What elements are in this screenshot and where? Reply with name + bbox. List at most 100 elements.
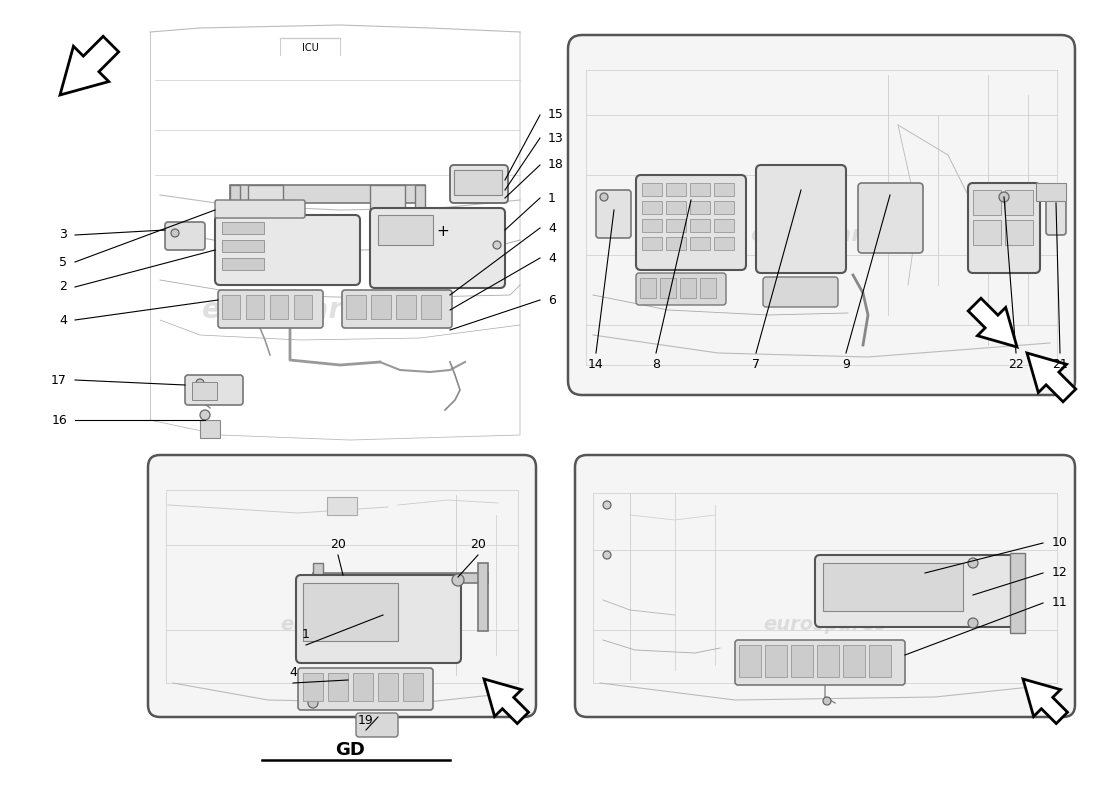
Text: 13: 13	[548, 131, 563, 145]
Text: 4: 4	[289, 666, 297, 679]
Bar	[222, 240, 264, 252]
Bar	[478, 563, 488, 631]
Text: 22: 22	[1008, 358, 1024, 371]
Bar	[353, 673, 373, 701]
Bar	[200, 420, 220, 438]
Bar	[314, 563, 323, 583]
Bar	[823, 563, 962, 611]
Text: 18: 18	[548, 158, 564, 171]
Text: GD: GD	[336, 741, 365, 759]
Bar	[415, 185, 425, 230]
Bar	[690, 219, 710, 232]
Text: 20: 20	[330, 538, 345, 551]
Bar	[327, 497, 358, 515]
Circle shape	[196, 379, 204, 387]
Bar	[974, 220, 1001, 245]
FancyBboxPatch shape	[165, 222, 205, 250]
Bar	[246, 295, 264, 319]
Bar	[314, 573, 488, 583]
Bar	[640, 278, 656, 298]
Bar	[869, 645, 891, 677]
Bar	[302, 583, 398, 641]
FancyBboxPatch shape	[735, 640, 905, 685]
Text: 1: 1	[548, 191, 556, 205]
Text: 4: 4	[548, 222, 556, 234]
Text: 3: 3	[59, 229, 67, 242]
FancyBboxPatch shape	[370, 208, 505, 288]
Text: 9: 9	[843, 358, 850, 371]
Circle shape	[170, 229, 179, 237]
Text: 10: 10	[1052, 537, 1068, 550]
Circle shape	[308, 698, 318, 708]
Text: 2: 2	[59, 281, 67, 294]
Text: eurospares: eurospares	[763, 615, 887, 634]
Circle shape	[200, 410, 210, 420]
Circle shape	[493, 241, 500, 249]
Bar	[222, 258, 264, 270]
Bar	[714, 201, 734, 214]
Bar	[660, 278, 676, 298]
Bar	[222, 295, 240, 319]
Text: 14: 14	[588, 358, 604, 371]
Bar	[1005, 220, 1033, 245]
Text: 16: 16	[52, 414, 67, 426]
Text: 7: 7	[752, 358, 760, 371]
Circle shape	[600, 193, 608, 201]
Text: 4: 4	[59, 314, 67, 326]
Bar	[1036, 183, 1066, 201]
Polygon shape	[968, 298, 1018, 347]
Bar	[370, 185, 405, 210]
Bar	[642, 219, 662, 232]
Text: 12: 12	[1052, 566, 1068, 579]
FancyBboxPatch shape	[636, 273, 726, 305]
FancyBboxPatch shape	[1046, 200, 1066, 235]
FancyBboxPatch shape	[763, 277, 838, 307]
Bar	[403, 673, 424, 701]
Bar	[371, 295, 390, 319]
Bar	[378, 673, 398, 701]
Text: 4: 4	[548, 251, 556, 265]
Text: +: +	[437, 225, 450, 239]
FancyBboxPatch shape	[596, 190, 631, 238]
FancyBboxPatch shape	[968, 183, 1040, 273]
FancyBboxPatch shape	[356, 713, 398, 737]
Bar	[666, 201, 686, 214]
Bar	[817, 645, 839, 677]
Bar	[642, 201, 662, 214]
Bar	[302, 673, 323, 701]
Bar	[328, 673, 348, 701]
FancyBboxPatch shape	[756, 165, 846, 273]
Bar	[230, 185, 240, 230]
Bar	[974, 190, 1001, 215]
Bar	[230, 185, 425, 203]
Text: 8: 8	[652, 358, 660, 371]
Bar	[1005, 190, 1033, 215]
FancyBboxPatch shape	[296, 575, 461, 663]
FancyBboxPatch shape	[148, 455, 536, 717]
Bar	[714, 183, 734, 196]
Text: 1: 1	[302, 629, 310, 642]
Circle shape	[823, 697, 830, 705]
Circle shape	[999, 192, 1009, 202]
Bar	[680, 278, 696, 298]
Text: 6: 6	[548, 294, 556, 306]
Text: eurospares: eurospares	[202, 296, 377, 324]
Bar	[222, 222, 264, 234]
Text: 15: 15	[548, 109, 564, 122]
Bar	[378, 215, 433, 245]
Polygon shape	[60, 36, 119, 95]
Bar	[346, 295, 366, 319]
FancyBboxPatch shape	[450, 165, 508, 203]
Text: eurospares: eurospares	[750, 225, 891, 245]
Bar	[843, 645, 865, 677]
Text: 11: 11	[1052, 597, 1068, 610]
Text: 19: 19	[359, 714, 374, 726]
Text: 5: 5	[59, 255, 67, 269]
FancyBboxPatch shape	[568, 35, 1075, 395]
Bar	[270, 295, 288, 319]
Bar	[666, 237, 686, 250]
Bar	[739, 645, 761, 677]
Polygon shape	[484, 679, 528, 723]
FancyBboxPatch shape	[342, 290, 452, 328]
Bar	[248, 185, 283, 210]
